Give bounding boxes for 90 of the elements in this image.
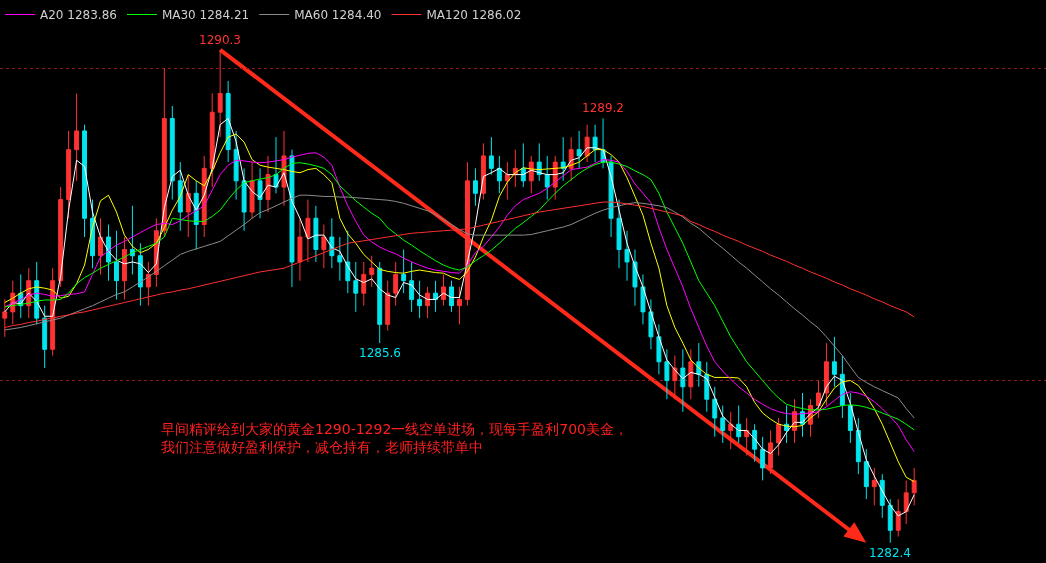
legend-label: MA60 1284.40 bbox=[294, 8, 382, 23]
candlestick bbox=[241, 167, 247, 232]
candlestick bbox=[752, 423, 758, 463]
legend-label: MA30 1284.21 bbox=[161, 8, 250, 23]
annotation: 早间精评给到大家的黄金1290-1292一线空单进场，现每手盈利700美金，我们注意做好盈利保护，减仓持有，老师持续带单中 bbox=[161, 421, 629, 456]
candlestick bbox=[289, 149, 295, 288]
candlestick bbox=[744, 417, 750, 456]
candlestick bbox=[624, 230, 630, 282]
candlestick bbox=[648, 298, 654, 350]
candlestick bbox=[656, 323, 662, 375]
candlestick bbox=[688, 348, 694, 400]
candlestick bbox=[409, 261, 415, 313]
candlestick bbox=[457, 286, 462, 325]
candlestick bbox=[855, 417, 861, 475]
candlestick bbox=[895, 498, 901, 538]
annotation: 1290.3 bbox=[199, 33, 241, 47]
candlestick bbox=[185, 174, 191, 238]
candlestick bbox=[74, 92, 80, 182]
candlestick bbox=[728, 411, 734, 450]
candlestick bbox=[441, 273, 446, 307]
candlestick bbox=[161, 68, 167, 238]
candlestick bbox=[385, 280, 391, 332]
candlestick bbox=[169, 105, 175, 201]
candlestick bbox=[265, 155, 271, 213]
candlestick bbox=[776, 417, 782, 456]
candlestick bbox=[217, 49, 223, 138]
annotation: 1282.4 bbox=[869, 546, 911, 560]
candlestick bbox=[433, 280, 439, 313]
candlestick bbox=[297, 217, 303, 282]
candlestick bbox=[233, 130, 239, 201]
candlestick bbox=[680, 348, 686, 413]
candlestick bbox=[145, 261, 151, 307]
candlestick bbox=[879, 473, 885, 519]
candlestick bbox=[616, 199, 622, 269]
candlestick bbox=[337, 236, 343, 282]
candlestick bbox=[887, 498, 893, 544]
candlestick bbox=[760, 436, 766, 481]
candlestick bbox=[831, 336, 837, 388]
candlestick bbox=[98, 217, 103, 275]
candlestick bbox=[425, 286, 431, 319]
candlestick bbox=[449, 280, 454, 313]
candlestick bbox=[209, 92, 215, 188]
candlestick bbox=[114, 230, 119, 300]
candlestick bbox=[273, 136, 279, 194]
candlestick bbox=[496, 155, 502, 194]
candlestick bbox=[249, 161, 255, 219]
legend-label: MA120 1286.02 bbox=[426, 8, 522, 23]
annotation: 1289.2 bbox=[582, 101, 624, 115]
candlestick bbox=[640, 273, 646, 325]
candlestick bbox=[720, 405, 726, 444]
candlestick bbox=[736, 405, 742, 444]
candlestick bbox=[42, 305, 48, 369]
candlestick bbox=[816, 380, 821, 419]
candlestick bbox=[313, 205, 319, 263]
candlestick bbox=[544, 155, 550, 201]
legend-label: A20 1283.86 bbox=[40, 8, 117, 23]
annotation: 1285.6 bbox=[359, 346, 401, 360]
candlestick bbox=[393, 261, 399, 307]
candlestick bbox=[369, 255, 375, 288]
candlestick bbox=[504, 161, 510, 201]
candlestick bbox=[664, 348, 670, 400]
candlestick bbox=[903, 479, 909, 525]
candlestick bbox=[66, 130, 72, 219]
candlestick bbox=[137, 242, 143, 307]
candlestick bbox=[696, 342, 702, 388]
candlestick bbox=[472, 167, 478, 207]
candlestick bbox=[847, 392, 853, 444]
candlestick bbox=[361, 261, 367, 307]
candlestick bbox=[576, 130, 582, 169]
candlestick bbox=[82, 124, 88, 238]
candlestick bbox=[321, 224, 327, 269]
candlestick bbox=[377, 261, 383, 344]
candlestick bbox=[353, 261, 359, 313]
candlestick bbox=[672, 355, 678, 400]
candlestick bbox=[121, 236, 127, 300]
candlestick bbox=[823, 342, 829, 406]
candlestick bbox=[863, 448, 869, 500]
candlestick bbox=[768, 429, 774, 475]
candlestick bbox=[58, 186, 64, 288]
candlestick bbox=[345, 230, 351, 294]
candlestick bbox=[401, 248, 407, 294]
candlestick bbox=[177, 161, 183, 232]
candlestick bbox=[712, 386, 718, 438]
candlestick bbox=[225, 80, 231, 163]
candlestick bbox=[871, 467, 877, 506]
candlestick bbox=[129, 205, 135, 275]
candlestick bbox=[257, 167, 263, 219]
candlestick bbox=[488, 136, 494, 176]
candlestick bbox=[911, 467, 917, 506]
candlestick bbox=[417, 280, 423, 319]
